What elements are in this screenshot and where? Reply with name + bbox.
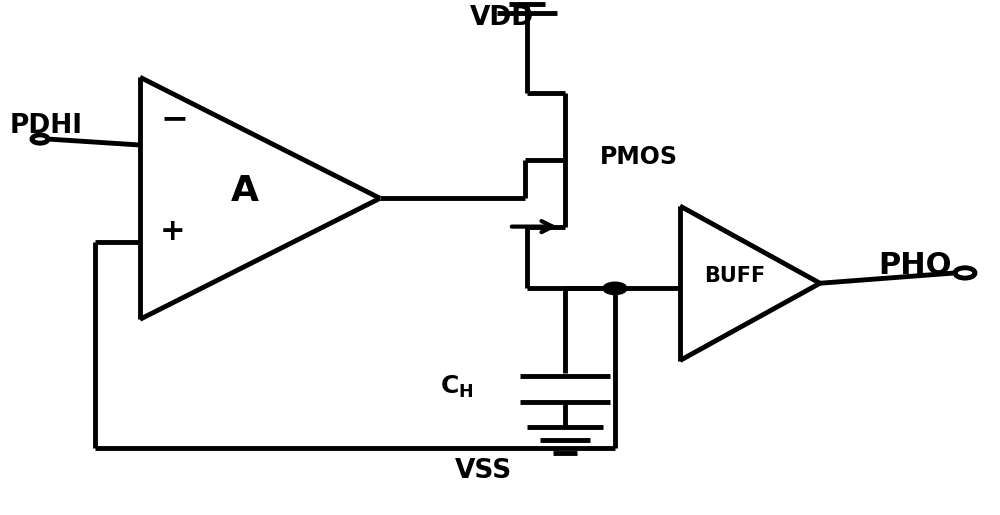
Text: VDD: VDD [470, 5, 534, 31]
Text: −: − [160, 102, 188, 135]
Text: BUFF: BUFF [704, 266, 766, 285]
Circle shape [603, 282, 627, 295]
Text: $\mathbf{C_H}$: $\mathbf{C_H}$ [440, 374, 474, 400]
Text: +: + [160, 217, 186, 246]
Text: VSS: VSS [455, 458, 512, 484]
Text: PDHI: PDHI [10, 113, 83, 139]
Text: A: A [231, 174, 259, 208]
Text: PMOS: PMOS [600, 145, 678, 169]
Text: PHO: PHO [878, 251, 952, 280]
